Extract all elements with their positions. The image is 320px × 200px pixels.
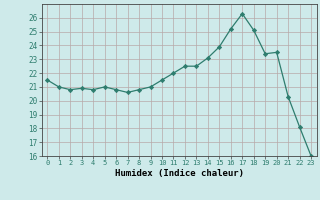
X-axis label: Humidex (Indice chaleur): Humidex (Indice chaleur)	[115, 169, 244, 178]
